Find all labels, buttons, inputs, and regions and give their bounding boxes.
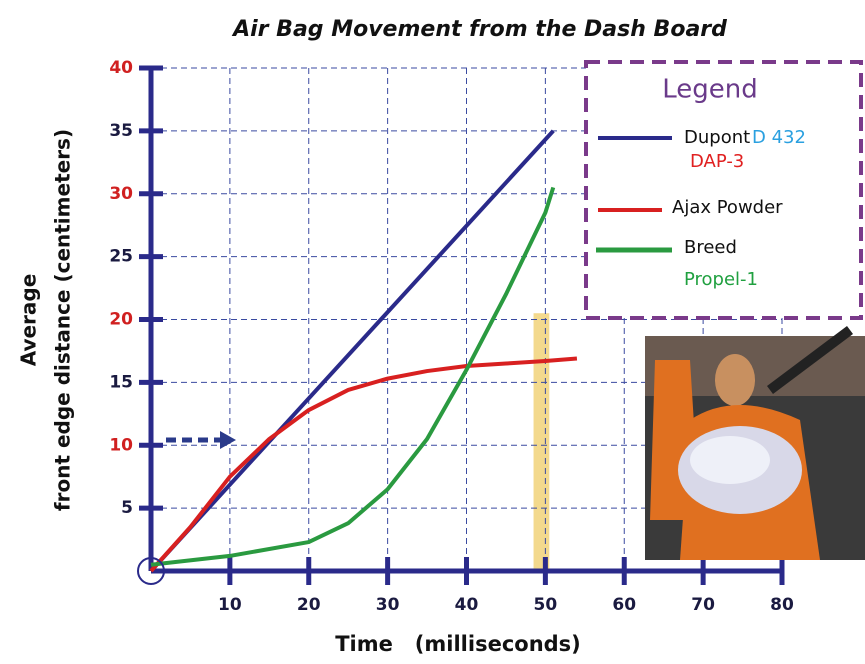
x-tick-label: 40 — [455, 595, 479, 615]
photo — [645, 330, 865, 560]
x-axis-label: Time (milliseconds) — [335, 632, 581, 656]
y-tick-label: 5 — [121, 498, 133, 518]
legend-note: D 432 — [752, 127, 806, 148]
x-tick-label: 70 — [691, 595, 715, 615]
y-tick-label: 30 — [109, 184, 133, 204]
x-tick-label: 20 — [297, 595, 321, 615]
legend-label: Dupont — [684, 127, 750, 148]
series-line — [151, 131, 553, 571]
highlight — [534, 313, 550, 571]
x-tick-label: 60 — [612, 595, 636, 615]
chart: Air Bag Movement from the Dash Board Tim… — [0, 0, 865, 664]
legend-label: Ajax Powder — [672, 197, 783, 218]
y-tick-label: 25 — [109, 247, 133, 267]
y-tick-label: 20 — [109, 310, 133, 330]
series-line — [151, 358, 577, 571]
y-tick-label: 10 — [109, 435, 133, 455]
legend-title: Legend — [662, 75, 758, 105]
y-tick-label: 40 — [109, 58, 133, 78]
y-tick-label: 15 — [109, 372, 133, 392]
legend-note: Propel-1 — [684, 269, 758, 290]
y-tick-label: 35 — [109, 121, 133, 141]
x-tick-label: 50 — [534, 595, 558, 615]
chart-title: Air Bag Movement from the Dash Board — [231, 17, 727, 42]
x-tick-label: 10 — [218, 595, 242, 615]
x-tick-label: 30 — [376, 595, 400, 615]
legend-note: DAP-3 — [690, 151, 744, 172]
y-axis-label: front edge distance (centimeters) — [51, 129, 75, 511]
x-tick-label: 80 — [770, 595, 794, 615]
legend-label: Breed — [684, 237, 737, 258]
y-axis-label: Average — [17, 274, 41, 367]
arrow-head — [220, 431, 236, 449]
